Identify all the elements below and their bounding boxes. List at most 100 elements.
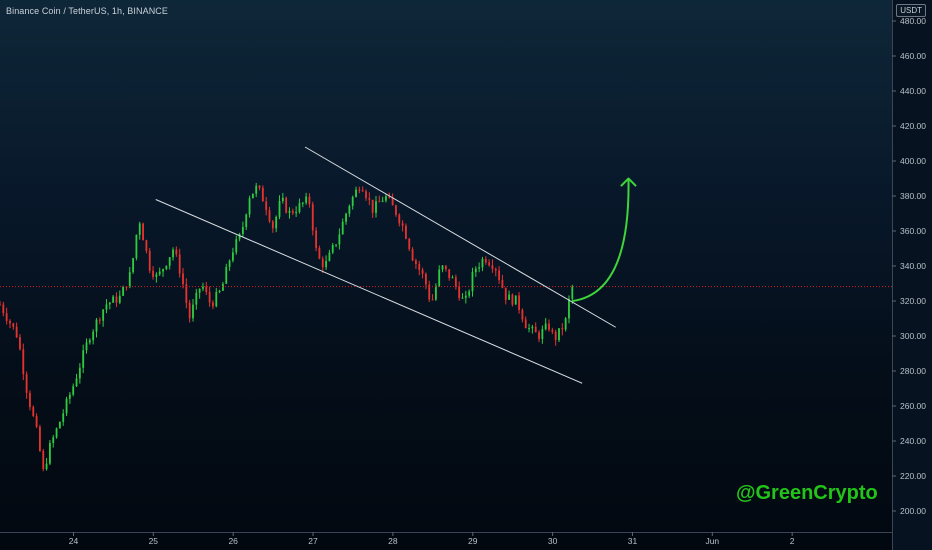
candle-body	[245, 214, 248, 228]
candle-body	[105, 304, 108, 310]
candle-body	[278, 201, 281, 217]
candle-body	[291, 210, 294, 214]
time-tick-label: 30	[548, 536, 558, 546]
candle-body	[325, 261, 327, 268]
candle-body	[571, 286, 574, 299]
candle-body	[468, 291, 471, 296]
candle-body	[155, 274, 158, 277]
time-tick-label: 26	[228, 536, 238, 546]
candle-body	[368, 198, 371, 200]
candle-body	[355, 189, 357, 197]
candle-body	[401, 223, 404, 226]
price-tick-label: 400.00	[900, 156, 926, 166]
candle-body	[391, 197, 394, 206]
candle-body	[464, 295, 467, 298]
candle-body	[548, 323, 550, 330]
candle-body	[295, 211, 298, 214]
candle-body	[458, 286, 461, 299]
candle-body	[415, 260, 417, 264]
time-tick-label: 24	[69, 536, 79, 546]
candle-body	[108, 302, 111, 305]
candle-body	[132, 258, 135, 273]
candle-body	[494, 268, 497, 271]
candle-body	[371, 199, 374, 213]
candle-body	[78, 367, 81, 379]
candle-body	[388, 196, 391, 198]
currency-badge[interactable]: USDT	[896, 4, 926, 17]
price-tick-label: 200.00	[900, 506, 926, 516]
candle-body	[474, 268, 477, 273]
candle-body	[345, 213, 347, 222]
price-tick-label: 480.00	[900, 16, 926, 26]
candle-body	[39, 426, 41, 452]
author-watermark: @GreenCrypto	[736, 482, 878, 504]
candle-body	[398, 214, 401, 224]
candle-body	[275, 216, 278, 229]
candle-body	[285, 197, 288, 213]
candle-body	[92, 331, 95, 341]
candle-body	[198, 288, 201, 293]
time-tick-label: 25	[149, 536, 159, 546]
candle-body	[88, 340, 91, 343]
candle-body	[118, 295, 121, 303]
price-tick-label: 260.00	[900, 401, 926, 411]
price-axis[interactable]: 200.00 220.00 240.00 260.00 280.00 300.00 320.…	[892, 0, 932, 550]
candle-body	[418, 263, 421, 270]
candle-body	[172, 249, 174, 258]
candle-body	[338, 234, 341, 245]
candle-body	[558, 328, 560, 341]
candle-body	[218, 290, 221, 292]
candle-body	[481, 258, 484, 268]
candle-body	[205, 286, 208, 292]
candle-body	[531, 326, 534, 329]
candle-body	[488, 262, 491, 266]
candle-body	[348, 205, 351, 214]
candle-body	[524, 319, 527, 329]
symbol-title[interactable]: Binance Coin / TetherUS, 1h, BINANCE	[6, 6, 169, 16]
price-tick-label: 240.00	[900, 436, 926, 446]
candle-body	[65, 398, 68, 414]
candle-body	[222, 283, 224, 291]
candle-body	[411, 249, 414, 261]
time-tick-label: 29	[468, 536, 478, 546]
candle-body	[195, 292, 198, 305]
candle-body	[381, 200, 384, 202]
candle-body	[288, 210, 291, 213]
price-tick-label: 320.00	[900, 296, 926, 306]
candle-body	[428, 284, 431, 300]
candle-body	[444, 265, 447, 270]
candle-body	[308, 196, 311, 205]
candle-body	[461, 297, 464, 299]
price-tick-label: 460.00	[900, 51, 926, 61]
time-tick-label: 28	[388, 536, 398, 546]
candle-body	[405, 225, 407, 239]
candle-body	[258, 185, 261, 188]
price-tick-label: 360.00	[900, 226, 926, 236]
candle-body	[238, 233, 241, 240]
overlays-group: 328.2052:54	[0, 146, 932, 384]
candle-body	[35, 415, 38, 427]
time-tick-label: 2	[790, 536, 795, 546]
candle-body	[215, 291, 218, 307]
candle-body	[158, 271, 161, 275]
candle-body	[441, 265, 444, 270]
candle-body	[58, 421, 61, 429]
candle-body	[175, 249, 178, 255]
candle-body	[261, 187, 264, 202]
candle-body	[48, 442, 51, 464]
candle-body	[328, 252, 331, 262]
candle-body	[152, 270, 154, 277]
time-tick-label: 31	[628, 536, 638, 546]
candle-body	[375, 201, 377, 213]
candle-body	[424, 273, 427, 285]
candle-body	[235, 239, 238, 253]
candle-body	[251, 193, 254, 199]
candle-body	[408, 238, 411, 250]
time-axis[interactable]: 24 25 26 27 28 29 30 31 Jun 2	[0, 532, 892, 546]
candle-body	[378, 201, 381, 203]
candle-body	[454, 277, 457, 287]
time-tick-label: 27	[308, 536, 318, 546]
candle-body	[228, 260, 231, 267]
candle-body	[385, 196, 387, 201]
